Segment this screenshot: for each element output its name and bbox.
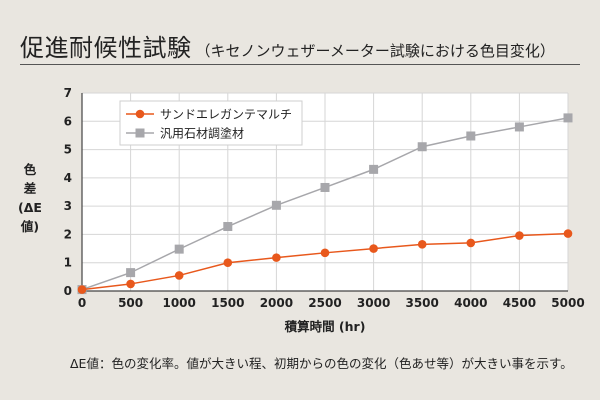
data-point	[563, 113, 573, 123]
data-point	[320, 248, 330, 258]
y-tick-label: 0	[64, 284, 72, 298]
data-point	[223, 222, 233, 232]
data-point	[223, 258, 233, 268]
data-point	[174, 271, 184, 280]
x-axis-label: 積算時間 (hr)	[284, 319, 366, 334]
legend-marker	[135, 128, 145, 138]
y-tick-label: 3	[64, 199, 72, 213]
data-point	[369, 164, 379, 174]
data-point	[272, 253, 281, 262]
footnote: ΔE値：色の変化率。値が大きい程、初期からの色の変化（色あせ等）が大きい事を示す…	[70, 356, 573, 371]
y-axis-label: 色 差 (ΔE値)	[10, 160, 50, 236]
x-tick-label: 5000	[551, 296, 584, 310]
x-tick-label: 1500	[211, 296, 244, 310]
data-point	[77, 285, 87, 294]
x-tick-label: 2500	[308, 296, 341, 310]
data-point	[563, 229, 573, 238]
x-tick-label: 3500	[405, 296, 438, 310]
y-tick-label: 6	[64, 114, 72, 128]
x-tick-label: 2000	[260, 296, 293, 310]
data-point	[271, 200, 281, 210]
data-point	[514, 122, 524, 132]
data-point	[417, 142, 427, 152]
x-tick-label: 4000	[454, 296, 487, 310]
y-axis-label-line: (ΔE値)	[18, 200, 42, 234]
data-point	[466, 238, 476, 248]
y-tick-label: 7	[64, 86, 72, 100]
data-point	[369, 244, 378, 253]
x-tick-label: 1000	[162, 296, 195, 310]
data-point	[320, 182, 330, 192]
data-point	[417, 240, 427, 249]
x-tick-label: 3000	[357, 296, 390, 310]
y-axis-label-line: 差	[23, 181, 37, 196]
y-tick-label: 4	[64, 171, 72, 185]
data-point	[466, 131, 476, 141]
data-point	[174, 244, 184, 254]
page-subtitle: （キセノンウェザーメーター試験における色目変化）	[195, 42, 555, 60]
x-tick-label: 0	[78, 296, 86, 310]
y-axis-label-line: 色	[23, 162, 37, 177]
y-tick-label: 2	[64, 227, 72, 241]
legend-label: 汎用石材調塗材	[160, 126, 244, 141]
data-point	[515, 231, 524, 240]
x-tick-label: 500	[118, 296, 143, 310]
data-point	[126, 279, 135, 289]
data-point	[126, 268, 136, 278]
legend-label: サンドエレガンテマルチ	[160, 108, 292, 122]
title-row: 促進耐候性試験 （キセノンウェザーメーター試験における色目変化）	[20, 28, 580, 63]
page-title: 促進耐候性試験	[20, 34, 192, 62]
y-tick-label: 1	[64, 256, 72, 270]
title-divider	[20, 64, 580, 65]
y-tick-label: 5	[64, 143, 72, 157]
legend-marker	[135, 109, 145, 119]
legend-box	[119, 100, 303, 146]
x-tick-label: 4500	[503, 296, 536, 310]
